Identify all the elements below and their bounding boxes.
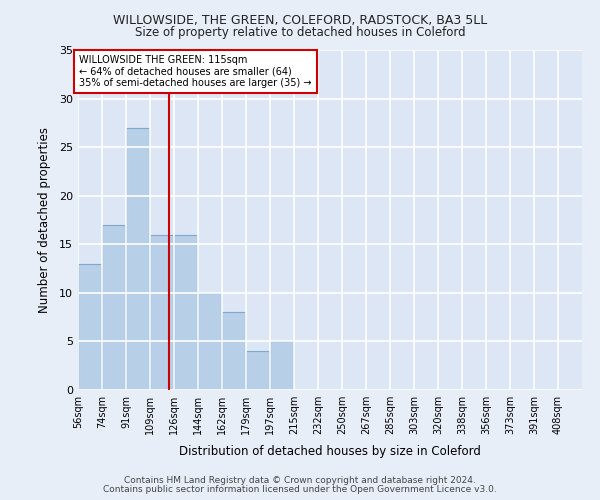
Bar xyxy=(222,312,245,390)
Text: WILLOWSIDE THE GREEN: 115sqm
← 64% of detached houses are smaller (64)
35% of se: WILLOWSIDE THE GREEN: 115sqm ← 64% of de… xyxy=(79,55,312,88)
Bar xyxy=(126,128,149,390)
Text: WILLOWSIDE, THE GREEN, COLEFORD, RADSTOCK, BA3 5LL: WILLOWSIDE, THE GREEN, COLEFORD, RADSTOC… xyxy=(113,14,487,27)
Bar xyxy=(198,293,221,390)
Bar xyxy=(246,351,269,390)
Y-axis label: Number of detached properties: Number of detached properties xyxy=(38,127,50,313)
Text: Size of property relative to detached houses in Coleford: Size of property relative to detached ho… xyxy=(134,26,466,39)
Text: Contains public sector information licensed under the Open Government Licence v3: Contains public sector information licen… xyxy=(103,485,497,494)
Bar xyxy=(150,234,173,390)
Text: Contains HM Land Registry data © Crown copyright and database right 2024.: Contains HM Land Registry data © Crown c… xyxy=(124,476,476,485)
Bar xyxy=(78,264,101,390)
Bar xyxy=(102,225,125,390)
X-axis label: Distribution of detached houses by size in Coleford: Distribution of detached houses by size … xyxy=(179,446,481,458)
Bar xyxy=(174,234,197,390)
Bar xyxy=(270,342,293,390)
